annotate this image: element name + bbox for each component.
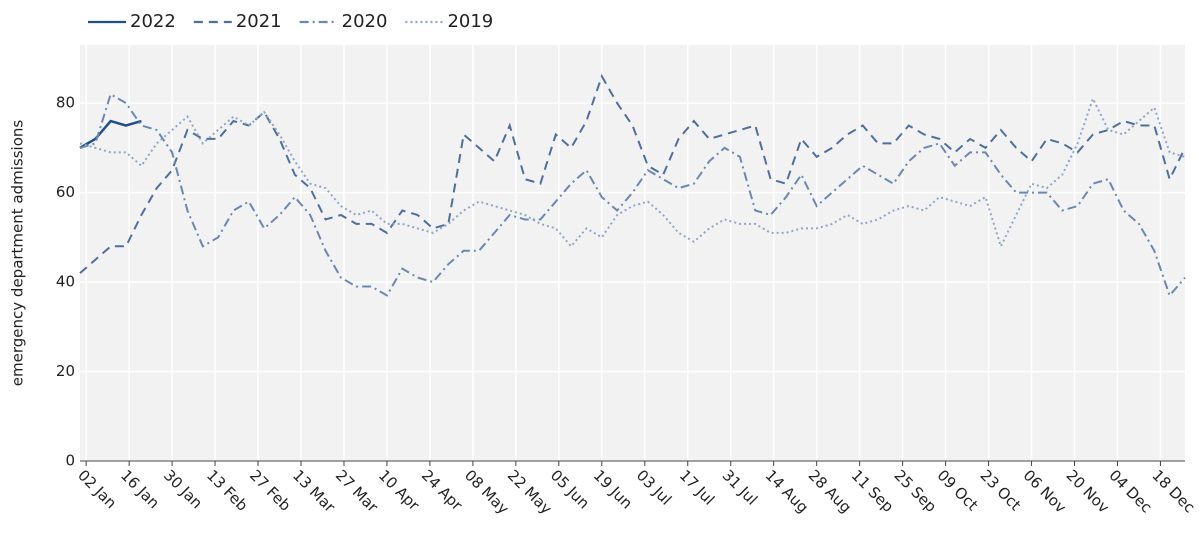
- x-tick-label: 02 Jan: [74, 466, 120, 512]
- legend-label: 2020: [342, 11, 388, 32]
- x-tick-label: 03 Jul: [633, 466, 675, 508]
- x-tick-label: 14 Aug: [762, 466, 812, 516]
- x-tick-label: 10 Apr: [375, 466, 424, 515]
- series-line: [79, 119, 142, 149]
- x-tick-label: 13 Feb: [203, 466, 251, 514]
- y-tick-label: 0: [65, 452, 75, 470]
- x-tick-label: 20 Nov: [1062, 466, 1112, 516]
- y-tick-label: 40: [56, 273, 75, 291]
- x-tick-label: 13 Mar: [289, 466, 339, 516]
- legend-label: 2022: [130, 11, 176, 32]
- legend-label: 2021: [236, 11, 282, 32]
- x-tick-label: 08 May: [461, 466, 513, 518]
- x-tick-label: 04 Dec: [1105, 466, 1155, 516]
- x-tick-label: 28 Aug: [805, 466, 855, 516]
- x-tick-label: 09 Oct: [934, 466, 982, 514]
- legend-label: 2019: [447, 11, 493, 32]
- plot-area: [80, 45, 1185, 461]
- x-tick-label: 11 Sep: [848, 466, 898, 516]
- x-tick-label: 16 Jan: [117, 466, 163, 512]
- x-tick-label: 27 Feb: [246, 466, 294, 514]
- y-axis-label: emergency department admissions: [9, 120, 27, 387]
- series-line: [79, 96, 1186, 249]
- x-tick-label: 06 Nov: [1020, 466, 1070, 516]
- x-tick-label: 27 Mar: [332, 466, 382, 516]
- x-tick-label: 25 Sep: [891, 466, 941, 516]
- x-tick-label: 19 Jun: [590, 466, 636, 512]
- x-tick-label: 17 Jul: [676, 466, 718, 508]
- x-tick-label: 24 Apr: [418, 466, 467, 515]
- y-tick-label: 60: [56, 183, 75, 201]
- x-tick-label: 23 Oct: [977, 466, 1025, 514]
- x-tick-label: 30 Jan: [160, 466, 206, 512]
- x-tick-label: 31 Jul: [719, 466, 761, 508]
- y-tick-label: 20: [56, 362, 75, 380]
- x-tick-label: 18 Dec: [1148, 466, 1198, 516]
- series-line: [79, 73, 1186, 274]
- y-tick-label: 80: [56, 94, 75, 112]
- x-tick-label: 22 May: [504, 466, 556, 518]
